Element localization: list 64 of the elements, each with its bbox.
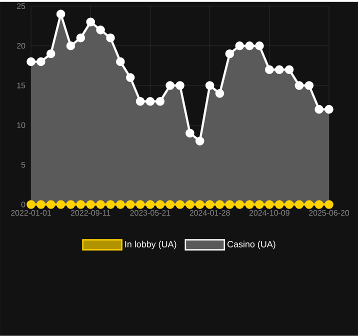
point (176, 200, 184, 210)
point (304, 81, 314, 90)
point (166, 200, 174, 210)
point (314, 200, 324, 210)
point (274, 200, 284, 210)
point (176, 81, 184, 90)
point (46, 200, 56, 210)
point (186, 200, 194, 210)
point (225, 200, 234, 210)
point (36, 200, 46, 210)
point (304, 200, 314, 210)
point (294, 200, 304, 210)
point (284, 65, 294, 74)
point (146, 97, 155, 106)
point (324, 104, 334, 114)
point (136, 97, 145, 106)
point (245, 41, 254, 50)
point (225, 49, 234, 58)
point (76, 200, 86, 210)
point (96, 200, 105, 210)
point (116, 57, 125, 66)
point (215, 89, 224, 98)
point (96, 26, 105, 34)
point (215, 200, 224, 210)
point (86, 18, 96, 26)
point (255, 41, 264, 50)
point (265, 200, 274, 210)
point (324, 200, 334, 210)
point (205, 200, 214, 210)
point (66, 200, 76, 210)
point (314, 104, 324, 114)
point (86, 200, 96, 210)
point (274, 65, 284, 74)
point (106, 200, 115, 210)
point (255, 200, 264, 210)
point (195, 136, 204, 146)
point (235, 200, 244, 210)
point (205, 81, 214, 90)
point (265, 65, 274, 74)
point (106, 34, 115, 42)
point (245, 200, 254, 210)
point (116, 200, 125, 210)
point (36, 57, 46, 66)
point (126, 73, 135, 82)
point (26, 200, 36, 210)
point (136, 200, 145, 210)
point (156, 97, 165, 106)
legend-label: Casino (UA) (227, 240, 276, 250)
point (156, 200, 165, 210)
point (66, 41, 76, 50)
point (186, 128, 194, 138)
point (235, 41, 244, 50)
point (56, 200, 66, 210)
point (284, 200, 294, 210)
point (294, 81, 304, 90)
point (166, 81, 174, 90)
point (195, 200, 204, 210)
point (126, 200, 135, 210)
point (146, 200, 155, 210)
legend-label: In lobby (UA) (125, 240, 176, 250)
point (26, 57, 36, 66)
point (46, 49, 56, 58)
point (56, 10, 66, 19)
point (76, 34, 86, 42)
